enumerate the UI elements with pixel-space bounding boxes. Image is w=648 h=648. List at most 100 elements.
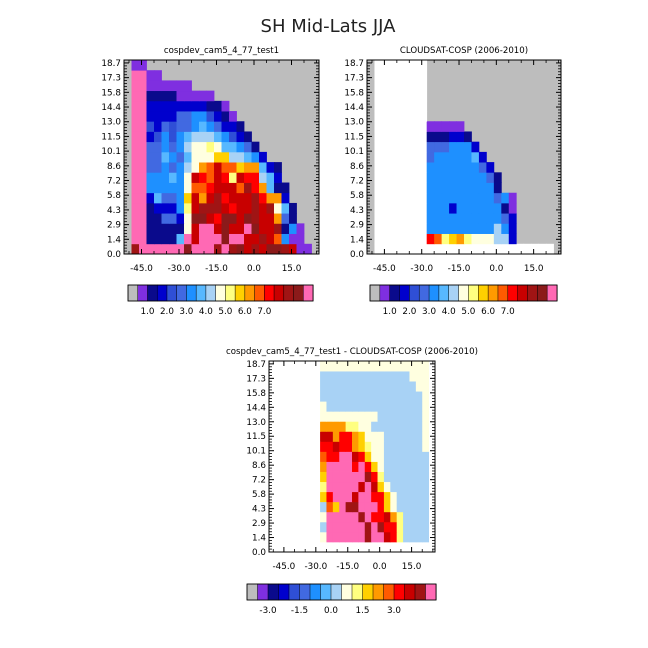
heatmap-cell — [332, 521, 340, 533]
heatmap-cell — [191, 223, 200, 234]
y-tick-label: 10.1 — [246, 447, 266, 457]
heatmap-cell — [371, 371, 378, 382]
panel-difference: cospdev_cam5_4_77_test1 - CLOUDSAT-COSP … — [226, 347, 478, 616]
heatmap-cell — [364, 441, 372, 452]
panel-model: cospdev_cam5_4_77_test1 0.0 1.4 2.9 4.3 5.8 7.… — [101, 46, 320, 317]
heatmap-cell — [332, 501, 340, 513]
heatmap-cell — [281, 521, 289, 533]
heatmap-cell — [131, 111, 140, 122]
heatmap-cell — [389, 223, 398, 234]
heatmap-cell — [449, 223, 457, 234]
y-tick-label: 18.7 — [101, 59, 121, 69]
heatmap-cell — [409, 501, 417, 513]
heatmap-cell — [345, 541, 353, 553]
colorbar-label: -1.5 — [291, 606, 308, 616]
heatmap-cell — [161, 172, 170, 183]
heatmap-cell — [411, 100, 420, 112]
y-tick-label: 17.3 — [344, 74, 364, 84]
heatmap-cell — [371, 391, 378, 402]
y-tick-label: 11.5 — [246, 432, 266, 442]
heatmap-cell — [131, 202, 140, 214]
heatmap-cell — [288, 411, 295, 422]
heatmap-cell — [411, 151, 420, 163]
heatmap-cell — [352, 421, 359, 432]
heatmap-cell — [358, 411, 366, 422]
heatmap-cell — [381, 182, 390, 194]
heatmap-cell — [352, 521, 359, 533]
heatmap-cell — [154, 213, 162, 224]
heatmap-cell — [478, 192, 487, 204]
y-tick-label: 18.7 — [344, 59, 364, 69]
heatmap-cell — [390, 441, 398, 452]
colorbar-label: 6.0 — [481, 307, 495, 317]
heatmap-cell — [441, 121, 450, 132]
heatmap-cell — [266, 162, 275, 173]
heatmap-cell — [281, 511, 289, 523]
heatmap-cell — [236, 243, 245, 255]
heatmap-cell — [508, 243, 517, 255]
heatmap-cell — [320, 421, 327, 432]
y-tick-label: 17.3 — [101, 74, 121, 84]
heatmap-cell — [464, 233, 472, 245]
heatmap-cell — [390, 541, 398, 553]
colorbar-swatch — [246, 583, 259, 601]
heatmap-cell — [281, 213, 290, 224]
heatmap-cell — [266, 182, 275, 194]
heatmap-cell — [191, 182, 200, 194]
heatmap-cell — [396, 361, 404, 372]
heatmap-cell — [389, 162, 398, 173]
heatmap-cell — [288, 481, 295, 493]
heatmap-cell — [345, 361, 353, 372]
heatmap-cell — [364, 391, 372, 402]
heatmap-cell — [415, 471, 423, 483]
heatmap-cell — [275, 481, 283, 493]
heatmap-cell — [326, 391, 334, 402]
colorbar-swatch — [404, 583, 416, 601]
heatmap-cell — [266, 202, 275, 214]
y-tick-label: 4.3 — [252, 505, 266, 515]
heatmap-cell — [486, 182, 495, 194]
heatmap-cell — [169, 80, 177, 92]
heatmap-cell — [332, 421, 340, 432]
heatmap-cell — [169, 121, 177, 132]
heatmap-cell — [184, 100, 192, 112]
heatmap-cell — [199, 162, 207, 173]
heatmap-cell — [332, 401, 340, 412]
heatmap-cell — [259, 172, 267, 183]
heatmap-cell — [251, 233, 260, 245]
heatmap-cell — [313, 371, 321, 382]
heatmap-cell — [244, 202, 252, 214]
heatmap-cell — [411, 141, 420, 153]
heatmap-cell — [259, 182, 267, 194]
heatmap-cell — [389, 90, 398, 102]
heatmap-cell — [358, 431, 366, 442]
heatmap-cell — [313, 451, 321, 462]
heatmap-cell — [221, 121, 230, 132]
heatmap-cell — [383, 451, 391, 462]
heatmap-cell — [426, 223, 435, 234]
heatmap-cell — [154, 141, 162, 153]
heatmap-cell — [390, 501, 398, 513]
heatmap-cell — [206, 233, 215, 245]
heatmap-cell — [389, 60, 398, 71]
heatmap-cell — [221, 162, 230, 173]
heatmap-cell — [352, 471, 359, 483]
heatmap-cell — [403, 421, 410, 432]
heatmap-cell — [139, 243, 147, 255]
heatmap-cell — [275, 501, 283, 513]
heatmap-cell — [294, 531, 302, 543]
heatmap-cell — [377, 441, 385, 452]
heatmap-cell — [411, 70, 420, 81]
heatmap-cell — [206, 223, 215, 234]
heatmap-cell — [409, 541, 417, 553]
heatmap-cell — [493, 202, 502, 214]
heatmap-cell — [404, 223, 413, 234]
heatmap-cell — [313, 401, 321, 412]
heatmap-cell — [501, 202, 510, 214]
heatmap-cell — [320, 361, 327, 372]
heatmap-cell — [146, 121, 155, 132]
heatmap-cell — [288, 531, 295, 543]
heatmap-cell — [415, 411, 423, 422]
colorbar-swatch — [205, 284, 217, 302]
colorbar-swatch — [546, 284, 558, 302]
